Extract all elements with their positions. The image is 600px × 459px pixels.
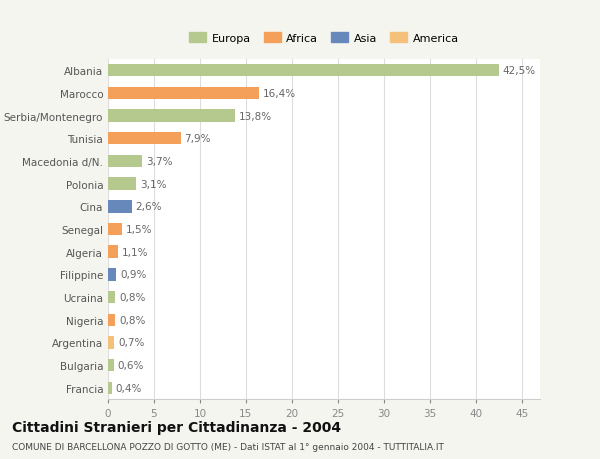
- Text: 13,8%: 13,8%: [239, 111, 272, 121]
- Bar: [108, 291, 115, 304]
- Bar: [108, 201, 132, 213]
- Bar: [108, 336, 115, 349]
- Bar: [108, 133, 181, 145]
- Bar: [108, 314, 115, 326]
- Bar: [108, 87, 259, 100]
- Text: 16,4%: 16,4%: [262, 89, 296, 99]
- Bar: [108, 359, 113, 372]
- Bar: [108, 65, 499, 77]
- Text: 0,4%: 0,4%: [115, 383, 142, 393]
- Legend: Europa, Africa, Asia, America: Europa, Africa, Asia, America: [186, 30, 462, 47]
- Bar: [108, 269, 116, 281]
- Text: COMUNE DI BARCELLONA POZZO DI GOTTO (ME) - Dati ISTAT al 1° gennaio 2004 - TUTTI: COMUNE DI BARCELLONA POZZO DI GOTTO (ME)…: [12, 442, 444, 451]
- Text: Cittadini Stranieri per Cittadinanza - 2004: Cittadini Stranieri per Cittadinanza - 2…: [12, 420, 341, 434]
- Text: 3,1%: 3,1%: [140, 179, 167, 189]
- Bar: [108, 223, 122, 236]
- Text: 42,5%: 42,5%: [502, 66, 535, 76]
- Text: 0,8%: 0,8%: [119, 315, 145, 325]
- Text: 0,6%: 0,6%: [117, 360, 143, 370]
- Bar: [108, 246, 118, 258]
- Text: 0,9%: 0,9%: [120, 270, 146, 280]
- Bar: [108, 155, 142, 168]
- Text: 7,9%: 7,9%: [184, 134, 211, 144]
- Text: 2,6%: 2,6%: [136, 202, 162, 212]
- Text: 0,7%: 0,7%: [118, 338, 145, 348]
- Bar: [108, 178, 136, 190]
- Bar: [108, 110, 235, 123]
- Text: 0,8%: 0,8%: [119, 292, 145, 302]
- Text: 1,1%: 1,1%: [122, 247, 148, 257]
- Text: 1,5%: 1,5%: [125, 224, 152, 235]
- Text: 3,7%: 3,7%: [146, 157, 172, 167]
- Bar: [108, 382, 112, 394]
